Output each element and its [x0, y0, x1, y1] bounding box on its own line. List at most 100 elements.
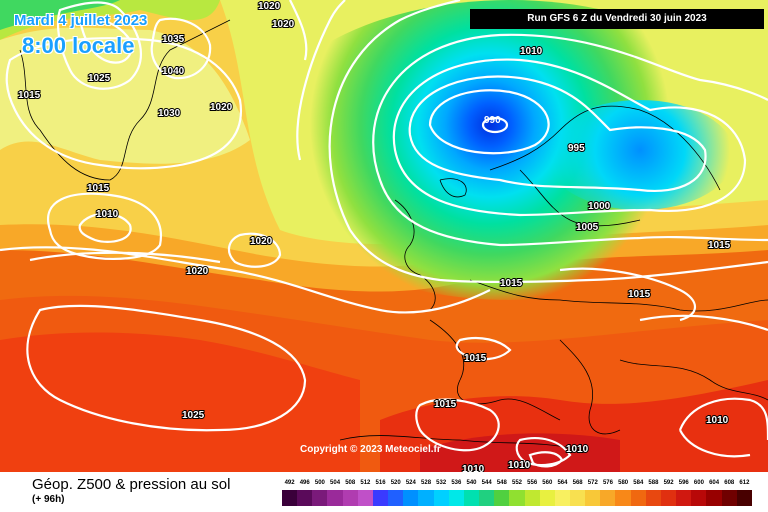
scale-label: 500	[314, 480, 325, 486]
pressure-label: 1020	[210, 102, 233, 113]
scale-swatch	[660, 490, 677, 506]
scale-swatch	[585, 490, 601, 506]
scale-label: 548	[496, 480, 507, 486]
pressure-label: 1030	[158, 108, 181, 119]
map-title: Géop. Z500 & pression au sol	[32, 476, 231, 493]
pressure-label: 1020	[186, 266, 209, 277]
band-green-nw	[0, 0, 120, 30]
scale-label: 496	[299, 480, 310, 486]
scale-label: 524	[405, 480, 416, 486]
scale-label: 612	[739, 480, 750, 486]
scale-label: 596	[678, 480, 689, 486]
scale-label: 552	[511, 480, 522, 486]
scale-swatch	[342, 490, 358, 506]
pressure-label: 995	[568, 143, 585, 154]
forecast-offset: (+ 96h)	[32, 494, 65, 505]
scale-swatch	[463, 490, 480, 506]
scale-swatch	[645, 490, 661, 506]
pressure-label: 1010	[566, 444, 589, 455]
scale-label: 580	[618, 480, 629, 486]
band-hottest	[420, 433, 620, 472]
scale-swatch	[706, 490, 722, 506]
forecast-date: Mardi 4 juillet 2023	[14, 12, 148, 29]
pressure-label: 1000	[588, 201, 611, 212]
scale-swatch	[736, 490, 752, 506]
scale-swatch	[418, 490, 434, 506]
pressure-labels: 1020 1020 1035 1040 1025 1030 1015 1020 …	[17, 0, 732, 472]
scale-label: 504	[330, 480, 341, 486]
scale-label: 608	[724, 480, 735, 486]
scale-label: 560	[542, 480, 553, 486]
pressure-label: 1005	[576, 222, 599, 233]
geopotential-map: 1020 1020 1035 1040 1025 1030 1015 1020 …	[0, 0, 768, 472]
scandinavia-trough	[545, 100, 735, 210]
pressure-label: 1025	[88, 73, 111, 84]
scale-label: 492	[284, 480, 295, 486]
pressure-label: 1040	[162, 66, 185, 77]
scale-label: 512	[360, 480, 371, 486]
isobars	[0, 0, 768, 468]
band-greenland-yellow	[0, 27, 250, 164]
pressure-label: 1035	[162, 34, 185, 45]
copyright: Copyright © 2023 Meteociel.fr	[300, 444, 441, 455]
pressure-label: 1010	[508, 460, 531, 471]
scale-label: 564	[557, 480, 568, 486]
scale-label: 568	[572, 480, 583, 486]
pressure-label: 1010	[96, 209, 119, 220]
scale-bar	[282, 490, 752, 506]
scale-label: 556	[527, 480, 538, 486]
scale-label: 592	[663, 480, 674, 486]
scale-swatch	[403, 490, 419, 506]
scale-label: 604	[709, 480, 720, 486]
forecast-time: 8:00 locale	[22, 33, 135, 58]
scale-label: 536	[451, 480, 462, 486]
scale-swatch	[600, 490, 616, 506]
pressure-label: 1020	[258, 1, 281, 12]
pressure-label: 1010	[706, 415, 729, 426]
scale-swatch	[721, 490, 737, 506]
scale-swatch	[509, 490, 525, 506]
scale-swatch	[615, 490, 631, 506]
scale-swatch	[676, 490, 692, 506]
pressure-label: 1015	[464, 353, 487, 364]
scale-swatch	[691, 490, 707, 506]
scale-swatch	[494, 490, 510, 506]
scale-swatch	[297, 490, 313, 506]
scale-label: 588	[648, 480, 659, 486]
scale-swatch	[524, 490, 540, 506]
scale-label: 520	[390, 480, 401, 486]
pressure-label: 1015	[434, 399, 457, 410]
legend-footer: Géop. Z500 & pression au sol (+ 96h) 492…	[0, 472, 768, 512]
pressure-label: 1015	[87, 183, 110, 194]
scale-label: 544	[481, 480, 492, 486]
scale-swatch	[312, 490, 328, 506]
scale-swatch	[539, 490, 555, 506]
pressure-label: 1015	[18, 90, 41, 101]
scale-swatch	[388, 490, 404, 506]
scale-label: 600	[693, 480, 704, 486]
scale-swatch	[569, 490, 586, 506]
scale-label: 532	[436, 480, 447, 486]
scale-swatch	[630, 490, 646, 506]
scale-label: 508	[345, 480, 356, 486]
color-scale: 492 496 500 504 508 512 516 520 524 528 532 536 540 5…	[282, 480, 752, 510]
scale-swatch	[479, 490, 495, 506]
run-info: Run GFS 6 Z du Vendredi 30 juin 2023	[470, 9, 764, 29]
scale-swatch	[327, 490, 343, 506]
scale-swatch	[357, 490, 373, 506]
scale-label: 528	[421, 480, 432, 486]
scale-swatch	[448, 490, 464, 506]
band-hot-west	[0, 332, 360, 472]
low-pressure-field	[250, 0, 768, 300]
coastlines	[19, 19, 768, 451]
scale-label: 584	[633, 480, 644, 486]
scale-label: 516	[375, 480, 386, 486]
scale-swatch	[554, 490, 570, 506]
pressure-label: 1010	[462, 464, 485, 472]
pressure-label: 1010	[520, 46, 543, 57]
scale-label: 572	[587, 480, 598, 486]
pressure-label: 1020	[272, 19, 295, 30]
pressure-label: 1015	[500, 278, 523, 289]
scale-label: 576	[602, 480, 613, 486]
